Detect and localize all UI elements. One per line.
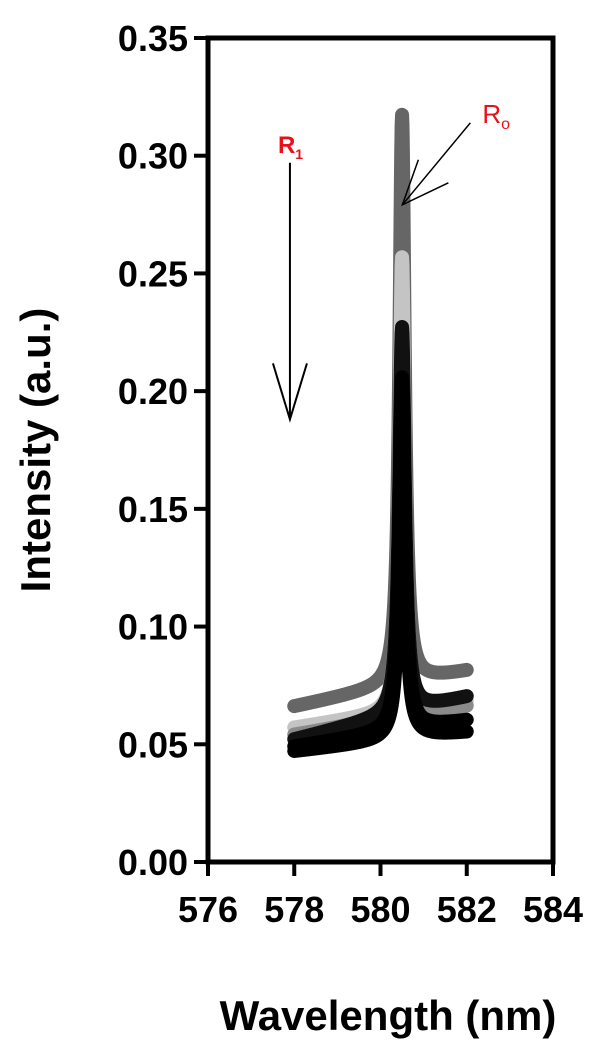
series-5-line [287, 370, 474, 754]
x-tick-label-2: 580 [350, 889, 410, 930]
x-tick-label-4: 584 [523, 889, 583, 930]
series-6-line [287, 414, 474, 758]
x-tick-label-3: 582 [437, 889, 497, 930]
annotations-layer: R1 Ro [271, 99, 510, 423]
r0-arrow [401, 122, 471, 206]
y-tick-label-1: 0.05 [118, 724, 188, 765]
series-1-line [287, 107, 474, 714]
y-axis-title: Intensity (a.u.) [12, 308, 59, 593]
y-tick-label-4: 0.20 [118, 371, 188, 412]
y-tick-label-6: 0.30 [118, 136, 188, 177]
r0-arrow-head [401, 159, 449, 207]
x-axis-title: Wavelength (nm) [220, 992, 557, 1039]
x-tick-label-1: 578 [264, 889, 324, 930]
y-tick-label-2: 0.10 [118, 607, 188, 648]
ticks-layer: 576 578 580 582 584 0.00 0.05 0.10 0.15 0.20 0.25 0… [118, 18, 583, 930]
y-tick-label-0: 0.00 [118, 842, 188, 883]
series-layer [287, 107, 474, 758]
x-tick-label-0: 576 [178, 889, 238, 930]
r1-label: R1 [278, 132, 303, 162]
y-tick-label-7: 0.35 [118, 18, 188, 59]
r1-arrow-head [271, 363, 308, 423]
r0-label: Ro [482, 99, 510, 133]
series-4-line [287, 319, 474, 747]
y-tick-label-3: 0.15 [118, 489, 188, 530]
y-tick-label-5: 0.25 [118, 253, 188, 294]
series-2-line [287, 250, 474, 735]
